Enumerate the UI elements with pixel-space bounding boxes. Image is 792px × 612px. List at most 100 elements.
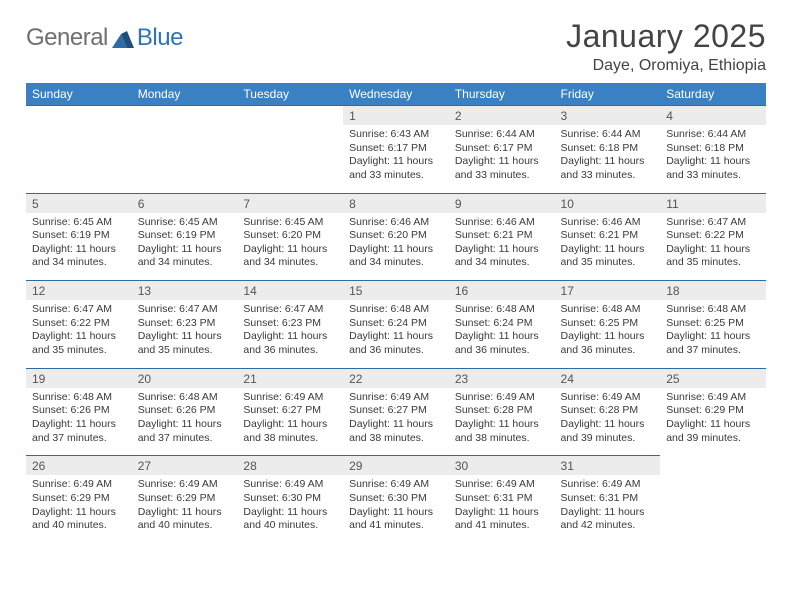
sunrise-line: Sunrise: 6:49 AM [243,391,337,405]
daylight-line: Daylight: 11 hours and 34 minutes. [243,243,337,270]
sunrise-line: Sunrise: 6:45 AM [138,216,232,230]
calendar-cell: 9Sunrise: 6:46 AMSunset: 6:21 PMDaylight… [449,193,555,281]
brand-logo: General Blue [26,18,183,52]
calendar-cell [26,105,132,193]
day-detail: Sunrise: 6:45 AMSunset: 6:19 PMDaylight:… [132,213,238,281]
sunrise-line: Sunrise: 6:49 AM [349,391,443,405]
day-detail: Sunrise: 6:49 AMSunset: 6:29 PMDaylight:… [660,388,766,456]
sunrise-line: Sunrise: 6:48 AM [561,303,655,317]
sunset-line: Sunset: 6:24 PM [455,317,549,331]
day-number: 27 [132,455,238,475]
sunset-line: Sunset: 6:28 PM [455,404,549,418]
day-detail: Sunrise: 6:48 AMSunset: 6:26 PMDaylight:… [26,388,132,456]
brand-blue: Blue [137,24,183,52]
daylight-line: Daylight: 11 hours and 34 minutes. [455,243,549,270]
daylight-line: Daylight: 11 hours and 34 minutes. [349,243,443,270]
sunrise-line: Sunrise: 6:43 AM [349,128,443,142]
day-detail: Sunrise: 6:43 AMSunset: 6:17 PMDaylight:… [343,125,449,193]
sunrise-line: Sunrise: 6:49 AM [243,478,337,492]
daylight-line: Daylight: 11 hours and 34 minutes. [138,243,232,270]
calendar-cell: 31Sunrise: 6:49 AMSunset: 6:31 PMDayligh… [555,455,661,543]
sunset-line: Sunset: 6:29 PM [138,492,232,506]
daylight-line: Daylight: 11 hours and 35 minutes. [666,243,760,270]
daylight-line: Daylight: 11 hours and 36 minutes. [455,330,549,357]
sunset-line: Sunset: 6:31 PM [561,492,655,506]
sunrise-line: Sunrise: 6:49 AM [138,478,232,492]
sunrise-line: Sunrise: 6:49 AM [349,478,443,492]
sunrise-line: Sunrise: 6:46 AM [455,216,549,230]
day-number: 19 [26,368,132,388]
page-header: General Blue January 2025 Daye, Oromiya,… [26,18,766,75]
day-number: 10 [555,193,661,213]
calendar-cell: 4Sunrise: 6:44 AMSunset: 6:18 PMDaylight… [660,105,766,193]
calendar-cell: 1Sunrise: 6:43 AMSunset: 6:17 PMDaylight… [343,105,449,193]
calendar-cell: 18Sunrise: 6:48 AMSunset: 6:25 PMDayligh… [660,280,766,368]
day-number: 22 [343,368,449,388]
calendar-page: General Blue January 2025 Daye, Oromiya,… [0,0,792,543]
day-detail: Sunrise: 6:47 AMSunset: 6:22 PMDaylight:… [660,213,766,281]
day-detail: Sunrise: 6:48 AMSunset: 6:25 PMDaylight:… [555,300,661,368]
day-detail: Sunrise: 6:44 AMSunset: 6:17 PMDaylight:… [449,125,555,193]
sunset-line: Sunset: 6:26 PM [138,404,232,418]
sunset-line: Sunset: 6:24 PM [349,317,443,331]
sunrise-line: Sunrise: 6:47 AM [32,303,126,317]
calendar-cell: 29Sunrise: 6:49 AMSunset: 6:30 PMDayligh… [343,455,449,543]
day-number: 31 [555,455,661,475]
sunset-line: Sunset: 6:19 PM [138,229,232,243]
sunrise-line: Sunrise: 6:49 AM [666,391,760,405]
weekday-header: Tuesday [237,83,343,105]
day-detail: Sunrise: 6:47 AMSunset: 6:23 PMDaylight:… [132,300,238,368]
calendar-cell: 7Sunrise: 6:45 AMSunset: 6:20 PMDaylight… [237,193,343,281]
sunrise-line: Sunrise: 6:44 AM [666,128,760,142]
daylight-line: Daylight: 11 hours and 40 minutes. [138,506,232,533]
weekday-header: Wednesday [343,83,449,105]
calendar-week-row: 12Sunrise: 6:47 AMSunset: 6:22 PMDayligh… [26,280,766,368]
day-number: 28 [237,455,343,475]
daylight-line: Daylight: 11 hours and 38 minutes. [243,418,337,445]
title-month: January 2025 [566,18,766,55]
daylight-line: Daylight: 11 hours and 41 minutes. [455,506,549,533]
day-number: 1 [343,105,449,125]
day-detail: Sunrise: 6:48 AMSunset: 6:25 PMDaylight:… [660,300,766,368]
sunset-line: Sunset: 6:29 PM [666,404,760,418]
day-number: 18 [660,280,766,300]
day-detail: Sunrise: 6:44 AMSunset: 6:18 PMDaylight:… [660,125,766,193]
day-number: 5 [26,193,132,213]
day-detail: Sunrise: 6:49 AMSunset: 6:28 PMDaylight:… [555,388,661,456]
day-detail: Sunrise: 6:49 AMSunset: 6:31 PMDaylight:… [555,475,661,543]
sunset-line: Sunset: 6:23 PM [138,317,232,331]
calendar-cell: 16Sunrise: 6:48 AMSunset: 6:24 PMDayligh… [449,280,555,368]
day-number: 23 [449,368,555,388]
day-detail: Sunrise: 6:49 AMSunset: 6:29 PMDaylight:… [132,475,238,543]
calendar-cell: 2Sunrise: 6:44 AMSunset: 6:17 PMDaylight… [449,105,555,193]
day-detail: Sunrise: 6:49 AMSunset: 6:27 PMDaylight:… [343,388,449,456]
calendar-cell [660,455,766,543]
brand-mark-icon [112,28,134,48]
calendar-cell: 27Sunrise: 6:49 AMSunset: 6:29 PMDayligh… [132,455,238,543]
daylight-line: Daylight: 11 hours and 35 minutes. [138,330,232,357]
day-detail: Sunrise: 6:47 AMSunset: 6:22 PMDaylight:… [26,300,132,368]
calendar-cell: 26Sunrise: 6:49 AMSunset: 6:29 PMDayligh… [26,455,132,543]
day-number: 29 [343,455,449,475]
sunset-line: Sunset: 6:31 PM [455,492,549,506]
sunset-line: Sunset: 6:19 PM [32,229,126,243]
sunset-line: Sunset: 6:20 PM [349,229,443,243]
daylight-line: Daylight: 11 hours and 37 minutes. [138,418,232,445]
brand-general: General [26,24,108,52]
sunset-line: Sunset: 6:18 PM [666,142,760,156]
day-number: 26 [26,455,132,475]
sunrise-line: Sunrise: 6:48 AM [455,303,549,317]
sunset-line: Sunset: 6:25 PM [561,317,655,331]
daylight-line: Daylight: 11 hours and 35 minutes. [561,243,655,270]
day-number: 12 [26,280,132,300]
daylight-line: Daylight: 11 hours and 36 minutes. [349,330,443,357]
daylight-line: Daylight: 11 hours and 36 minutes. [243,330,337,357]
title-location: Daye, Oromiya, Ethiopia [566,57,766,75]
daylight-line: Daylight: 11 hours and 39 minutes. [561,418,655,445]
day-detail: Sunrise: 6:46 AMSunset: 6:21 PMDaylight:… [555,213,661,281]
calendar-week-row: 19Sunrise: 6:48 AMSunset: 6:26 PMDayligh… [26,368,766,456]
sunrise-line: Sunrise: 6:44 AM [561,128,655,142]
day-number: 21 [237,368,343,388]
calendar-cell: 13Sunrise: 6:47 AMSunset: 6:23 PMDayligh… [132,280,238,368]
sunset-line: Sunset: 6:27 PM [349,404,443,418]
